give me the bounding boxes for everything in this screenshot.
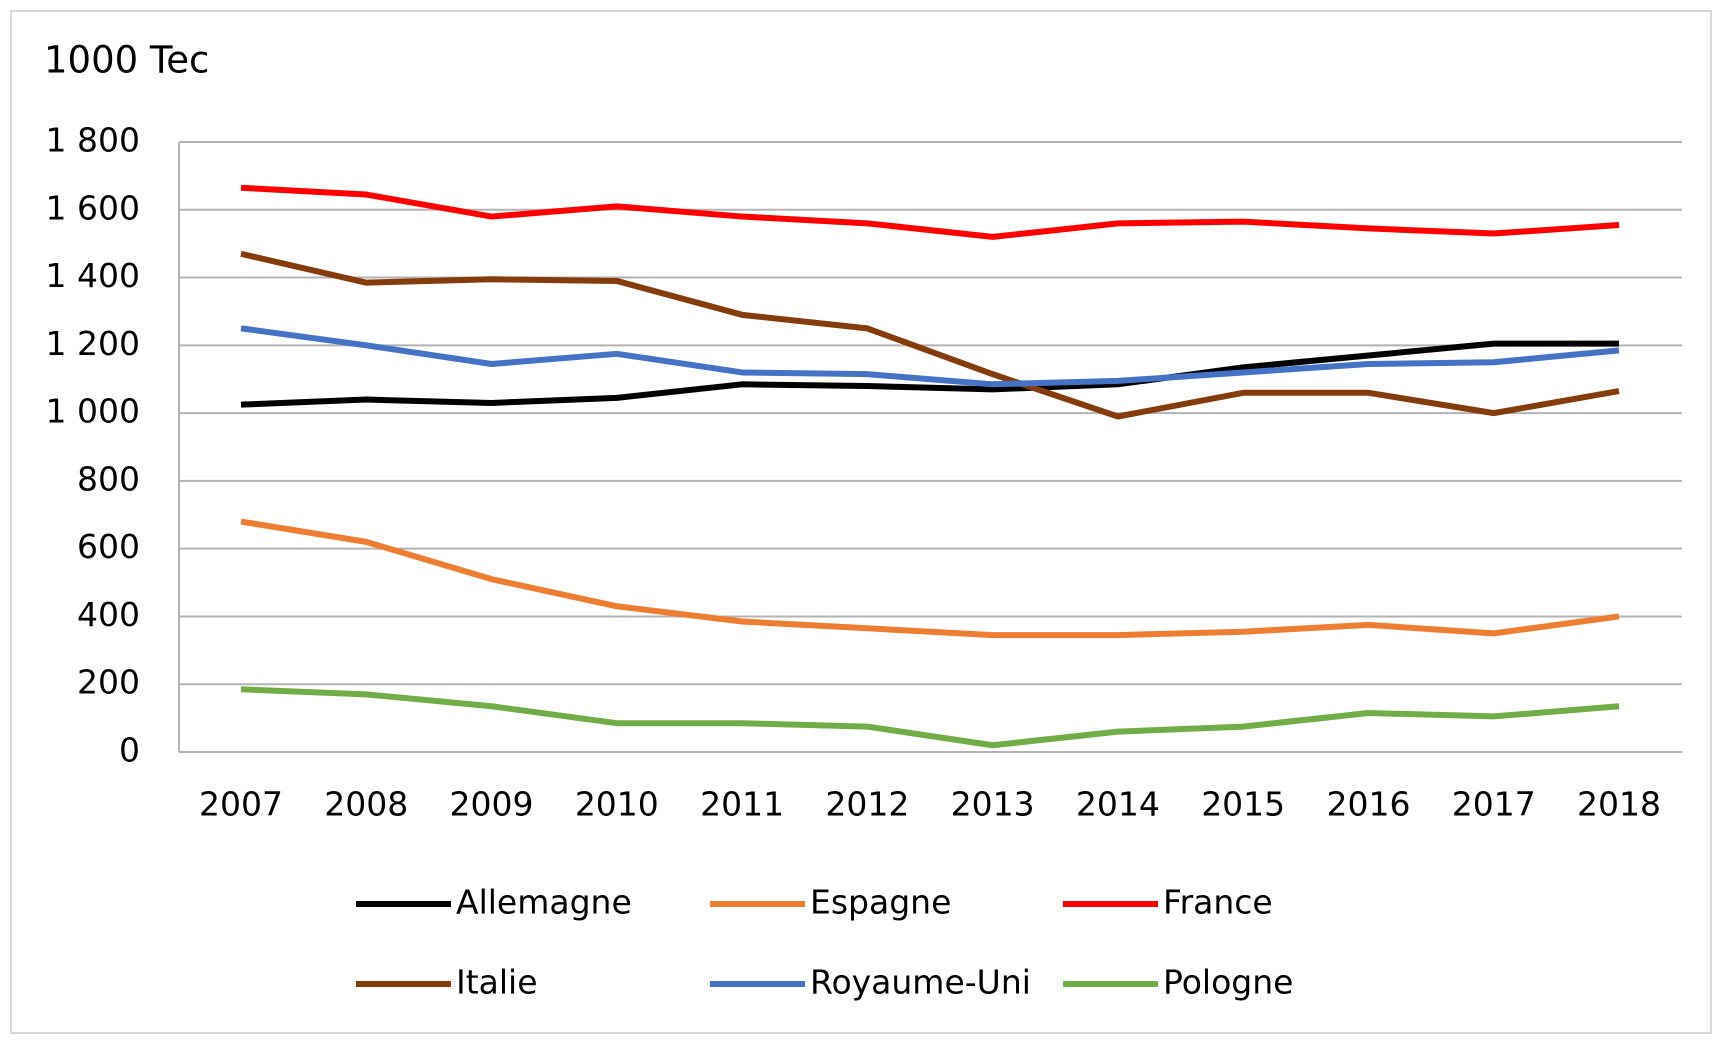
line-series (240, 184, 1620, 240)
x-tick-label: 2009 (450, 785, 534, 824)
legend-label: Espagne (810, 883, 951, 922)
y-tick-label: 0 (119, 731, 140, 770)
x-tick-label: 2016 (1326, 785, 1410, 824)
y-tick-label: 1 800 (46, 121, 140, 160)
line-series (240, 340, 1619, 408)
y-tick-label: 1 600 (46, 188, 140, 227)
y-tick-label: 800 (77, 459, 140, 498)
x-tick-label: 2017 (1452, 785, 1536, 824)
chart-title: 1000 Tec (44, 39, 209, 82)
legend-label: Pologne (1163, 963, 1293, 1002)
x-tick-label: 2013 (951, 785, 1035, 824)
x-tick-label: 2014 (1076, 785, 1160, 824)
y-tick-label: 1 400 (46, 256, 140, 295)
line-series (240, 518, 1620, 639)
y-tick-label: 600 (77, 527, 140, 566)
y-tick-label: 400 (77, 595, 140, 634)
legend-label: France (1163, 883, 1273, 922)
x-tick-label: 2010 (575, 785, 659, 824)
y-tick-label: 1 000 (46, 392, 140, 431)
line-series (240, 250, 1620, 420)
x-tick-label: 2012 (825, 785, 909, 824)
legend-label: Italie (456, 963, 538, 1002)
chart-frame (10, 10, 1712, 1034)
line-series (240, 325, 1620, 388)
line-series (240, 686, 1620, 749)
y-tick-label: 1 200 (46, 324, 140, 363)
x-tick-label: 2011 (700, 785, 784, 824)
legend-label: Allemagne (456, 883, 632, 922)
x-tick-label: 2018 (1577, 785, 1661, 824)
x-tick-label: 2008 (324, 785, 408, 824)
legend-label: Royaume-Uni (810, 963, 1031, 1002)
x-tick-label: 2007 (199, 785, 283, 824)
x-tick-label: 2015 (1201, 785, 1285, 824)
y-tick-label: 200 (77, 663, 140, 702)
